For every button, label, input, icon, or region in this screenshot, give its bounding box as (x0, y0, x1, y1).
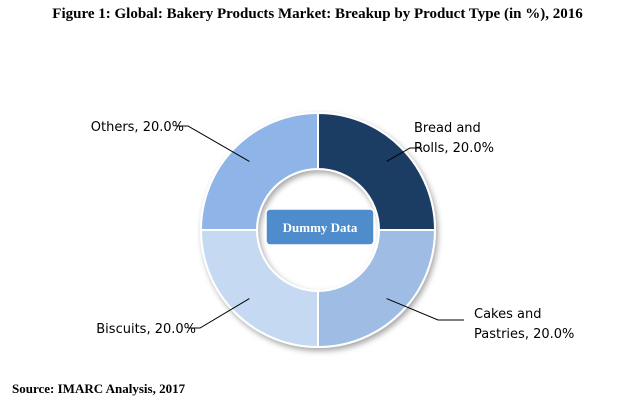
data-label-biscuits: Biscuits, 20.0% (96, 322, 196, 337)
center-label-group: Dummy Data (265, 208, 375, 246)
center-label-box (265, 208, 375, 246)
leader-line-bread-and-rolls (386, 147, 422, 162)
donut-slices (199, 111, 437, 349)
slice-bread-and-rolls (317, 111, 437, 231)
slice-biscuits (199, 229, 319, 349)
slice-labels: Bread and Rolls, 20.0% Cakes and Pastries, … (91, 120, 575, 342)
source-note: Source: IMARC Analysis, 2017 (12, 381, 186, 396)
leader-line-cakes-and-pastries (386, 298, 464, 321)
slice-cakes-and-pastries (317, 229, 437, 349)
data-label-bread-and-rolls: Bread and Rolls, 20.0% (414, 121, 494, 156)
leader-line-biscuits (188, 298, 250, 329)
leader-line-others (176, 125, 250, 162)
slice-others (199, 111, 319, 231)
figure-title: Figure 1: Global: Bakery Products Market… (52, 6, 583, 22)
data-label-others: Others, 20.0% (91, 120, 184, 135)
data-label-cakes-and-pastries: Cakes and Pastries, 20.0% (474, 307, 574, 342)
center-label-text: Dummy Data (283, 220, 358, 235)
